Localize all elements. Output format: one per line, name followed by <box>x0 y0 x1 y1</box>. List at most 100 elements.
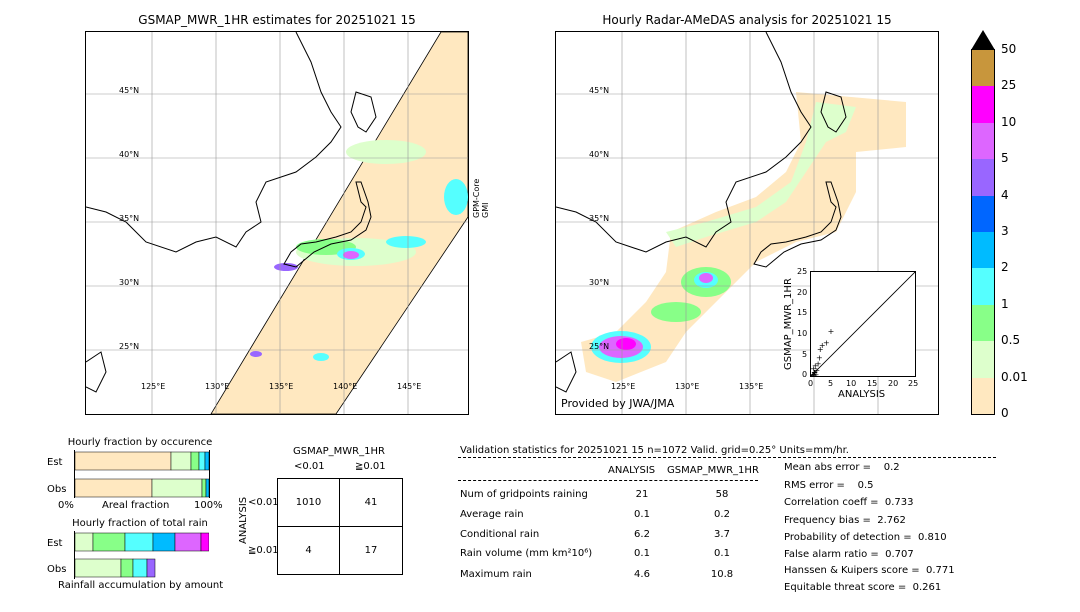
colorbar-label: 25 <box>1001 78 1017 93</box>
validation-row-label: Conditional rain <box>460 529 540 540</box>
lon-label: 135°E <box>269 382 294 391</box>
map-grid <box>86 32 468 414</box>
colorbar-label: 1 <box>1001 296 1009 311</box>
rain-patch <box>346 140 426 164</box>
coastline <box>86 32 377 393</box>
scatter-xtick: 20 <box>888 379 899 388</box>
contingency-cell: 1010 <box>295 497 322 508</box>
coastline <box>556 32 847 393</box>
lon-label: 135°E <box>739 382 764 391</box>
score-line: RMS error = 0.5 <box>784 480 874 491</box>
contingency-title: GSMAP_MWR_1HR <box>293 446 385 457</box>
total-rain-chart <box>74 531 210 579</box>
colorbar-segment <box>972 86 994 123</box>
contingency-col-header: <0.01 <box>294 461 325 472</box>
scatter-point: + <box>812 362 819 371</box>
lat-label: 35°N <box>589 214 610 223</box>
colorbar-segment <box>972 50 994 87</box>
rain-patch <box>616 338 636 350</box>
left-map-title: GSMAP_MWR_1HR estimates for 20251021 15 <box>138 13 416 27</box>
scatter-point: + <box>816 353 823 362</box>
validation-gsmap-value: 58 <box>715 489 729 500</box>
validation-analysis-value: 0.1 <box>634 509 650 520</box>
colorbar-label: 4 <box>1001 187 1009 202</box>
colorbar-fill <box>972 50 994 415</box>
score-line: False alarm ratio = 0.707 <box>784 549 914 560</box>
colorbar-segment <box>972 232 994 269</box>
validation-analysis-value: 21 <box>635 489 649 500</box>
scatter-ytick: 10 <box>797 329 808 338</box>
score-line: Equitable threat score = 0.261 <box>784 582 942 593</box>
lat-label: 25°N <box>589 342 610 351</box>
lon-label: 130°E <box>205 382 230 391</box>
scatter-ylabel: GSMAP_MWR_1HR <box>783 278 794 370</box>
scatter-point: + <box>811 368 818 376</box>
scatter-point: + <box>817 345 824 354</box>
scatter-xtick: 25 <box>908 379 919 388</box>
validation-analysis-value: 4.6 <box>634 569 650 580</box>
rain-patch <box>343 251 359 259</box>
contingency-col-header: ≧0.01 <box>355 461 386 472</box>
scatter-point: + <box>819 341 826 350</box>
validation-gsmap-value: 0.1 <box>714 548 730 559</box>
colorbar-label: 0.5 <box>1001 333 1021 348</box>
colorbar-label: 50 <box>1001 42 1017 56</box>
rain-patch <box>444 179 468 215</box>
lat-label: 25°N <box>119 342 140 351</box>
scatter-xtick: 10 <box>846 379 857 388</box>
scatter-ytick: 20 <box>797 288 808 297</box>
contingency-table: 1010 41 4 17 <box>277 478 403 575</box>
lat-label: 40°N <box>589 150 610 159</box>
validation-divider <box>458 457 996 458</box>
colorbar-segment <box>972 377 994 415</box>
validation-row-label: Num of gridpoints raining <box>460 489 588 500</box>
total-rain-row-label: Est <box>47 538 63 549</box>
occurrence-row-label: Obs <box>47 484 67 495</box>
occurrence-row-label: Est <box>47 457 63 468</box>
diagonal-line <box>810 271 916 377</box>
scatter-point: + <box>813 370 820 376</box>
scatter-point: + <box>828 327 835 336</box>
scatter-point: + <box>811 371 817 376</box>
right-map-title: Hourly Radar-AMeDAS analysis for 2025102… <box>602 13 892 27</box>
lon-label: 125°E <box>141 382 166 391</box>
score-line: Correlation coeff = 0.733 <box>784 497 914 508</box>
scatter-plot: +++++++++++++++ <box>809 271 916 380</box>
validation-gsmap-value: 10.8 <box>710 569 734 580</box>
scatter-ytick: 25 <box>797 267 808 276</box>
contingency-cell: 4 <box>305 545 312 556</box>
scatter-point: + <box>815 360 822 369</box>
sensor-label: GPM-Core GMI <box>472 178 490 218</box>
occurrence-axis-right: 100% <box>194 500 223 511</box>
scatter-ytick: 15 <box>797 308 808 317</box>
lon-label: 145°E <box>397 382 422 391</box>
colorbar-segment <box>972 159 994 196</box>
scatter-point: + <box>811 365 817 374</box>
validation-col-analysis: ANALYSIS <box>608 465 656 476</box>
occurrence-title: Hourly fraction by occurence <box>67 437 213 448</box>
validation-col-gsmap: GSMAP_MWR_1HR <box>667 465 759 476</box>
rain-patch <box>250 351 262 357</box>
contingency-row-header: ≧0.01 <box>248 545 279 556</box>
colorbar-label: 3 <box>1001 224 1009 238</box>
validation-row-label: Average rain <box>460 509 524 520</box>
data-credit: Provided by JWA/JMA <box>561 397 675 410</box>
scatter-xtick: 15 <box>867 379 878 388</box>
scatter-point: + <box>813 366 820 375</box>
satellite-swath <box>210 32 468 414</box>
validation-analysis-value: 6.2 <box>634 529 650 540</box>
colorbar-segment <box>972 122 994 160</box>
rain-patch <box>313 353 329 361</box>
contingency-cell: 41 <box>364 497 378 508</box>
colorbar-extend <box>971 30 995 50</box>
occurrence-axis-mid: Areal fraction <box>102 500 170 511</box>
score-line: Mean abs error = 0.2 <box>784 462 900 473</box>
scatter-point: + <box>823 339 830 348</box>
lat-label: 40°N <box>119 150 140 159</box>
rain-patch <box>699 273 713 283</box>
colorbar-segment <box>972 268 994 305</box>
score-line: Probability of detection = 0.810 <box>784 532 947 543</box>
validation-analysis-value: 0.1 <box>634 548 650 559</box>
scatter-ytick: 0 <box>802 370 808 379</box>
validation-gsmap-value: 0.2 <box>714 509 730 520</box>
